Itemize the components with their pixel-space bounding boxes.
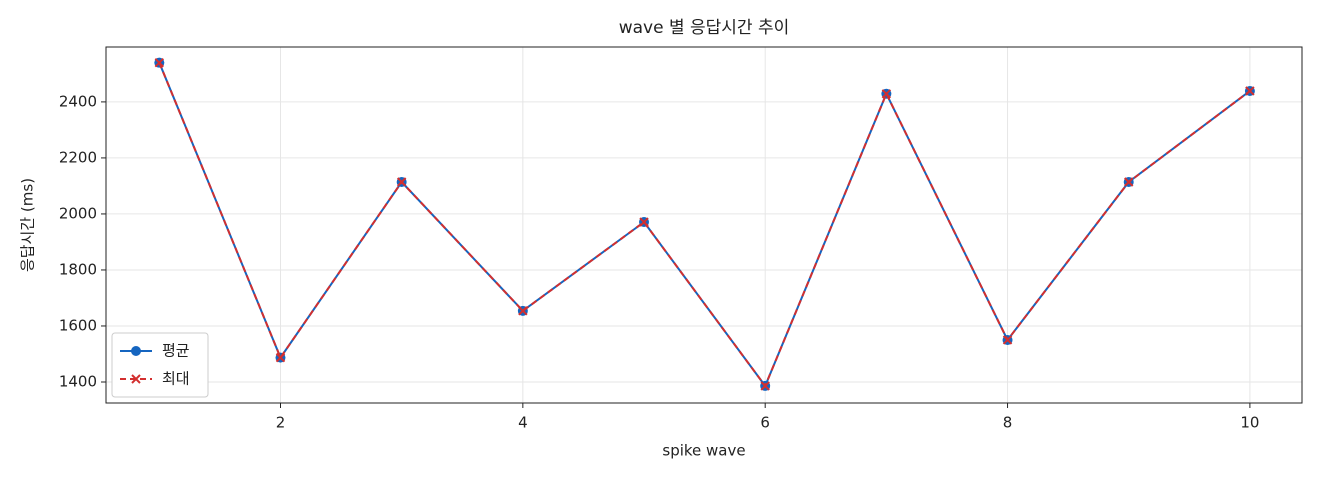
x-tick-label: 8 bbox=[1003, 414, 1013, 432]
line bbox=[158, 62, 1251, 388]
legend-label: 평균 bbox=[162, 342, 190, 360]
y-tick-label: 1600 bbox=[59, 316, 97, 334]
marker bbox=[1245, 86, 1255, 96]
plot-frame bbox=[105, 46, 1303, 404]
y-tick-label: 2000 bbox=[59, 204, 97, 222]
marker bbox=[518, 306, 528, 316]
line bbox=[158, 62, 1251, 388]
x-tick-label: 2 bbox=[276, 414, 286, 432]
y-tick-label: 1800 bbox=[59, 260, 97, 278]
x-tick-label: 6 bbox=[760, 414, 770, 432]
y-tick-label: 1400 bbox=[59, 372, 97, 390]
legend-box bbox=[111, 332, 209, 398]
y-axis-label: 응답시간 (ms) bbox=[19, 178, 37, 272]
marker bbox=[1002, 335, 1013, 345]
x-tick-label: 4 bbox=[518, 414, 528, 432]
x-axis-label: spike wave bbox=[662, 442, 745, 460]
y-tick-label: 2400 bbox=[59, 92, 97, 110]
marker bbox=[131, 346, 141, 356]
marker bbox=[760, 381, 770, 391]
x-tick-label: 10 bbox=[1240, 414, 1259, 432]
y-tick-label: 2200 bbox=[59, 148, 97, 166]
marker bbox=[881, 89, 892, 99]
marker bbox=[275, 352, 286, 363]
marker bbox=[154, 57, 165, 68]
legend-label: 최대 bbox=[162, 370, 190, 388]
marker bbox=[396, 177, 407, 187]
marker bbox=[1124, 177, 1134, 187]
marker bbox=[639, 217, 649, 227]
chart-title: wave 별 응답시간 추이 bbox=[619, 18, 790, 38]
marker bbox=[131, 374, 141, 384]
